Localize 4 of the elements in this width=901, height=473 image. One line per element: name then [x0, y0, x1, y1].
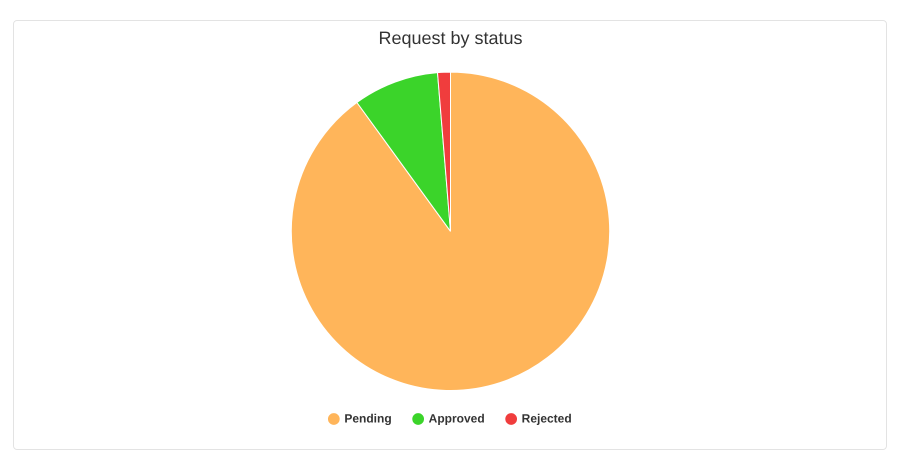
legend-label: Approved [428, 411, 485, 426]
chart-title: Request by status [378, 28, 523, 48]
legend-label: Pending [344, 411, 392, 426]
legend-label: Rejected [522, 411, 572, 426]
